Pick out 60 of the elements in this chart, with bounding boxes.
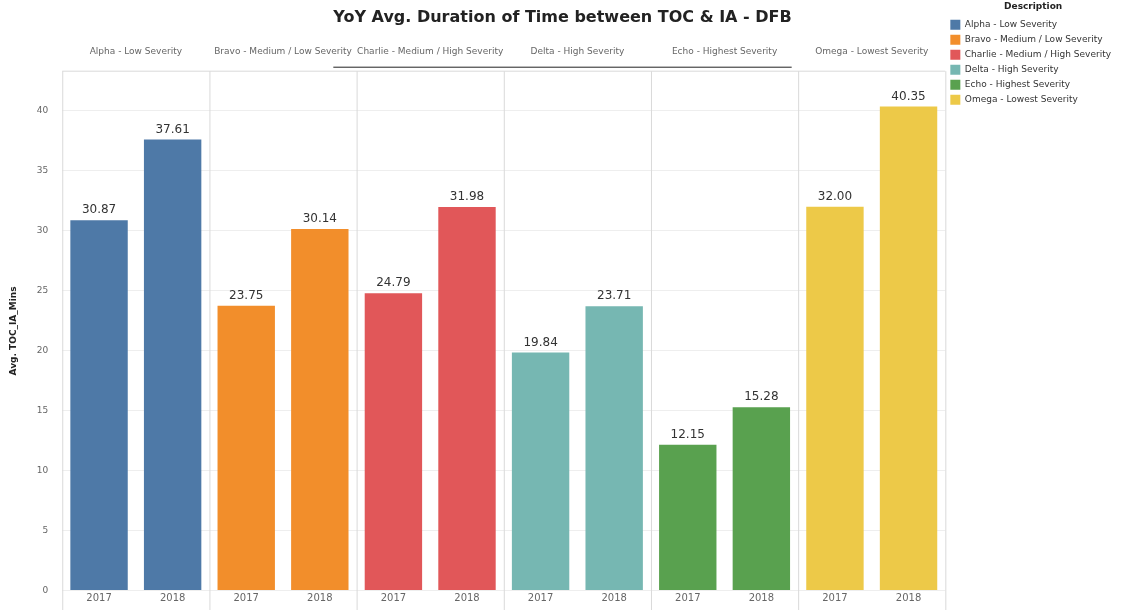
text: Omega - Lowest Severity: [815, 45, 929, 56]
x-tick-label: 2017: [527, 592, 554, 604]
y-axis-title: Avg. TOC_IA_Mins: [7, 286, 18, 376]
legend-label: Charlie - Medium / High Severity: [964, 49, 1112, 60]
bar: [879, 106, 938, 591]
data-label: 24.79: [376, 275, 411, 290]
data-label: 15.28: [744, 389, 779, 404]
y-tick-label: 10: [36, 464, 49, 475]
y-tick-label: 20: [36, 345, 49, 356]
data-label: 23.75: [229, 287, 264, 302]
bar: [732, 407, 791, 591]
y-tick-label: 40: [36, 105, 49, 116]
data-label: 19.84: [523, 334, 558, 349]
y-tick-label: 25: [36, 285, 49, 296]
bar: [438, 206, 496, 591]
text: Delta - High Severity: [530, 45, 625, 56]
bar: [585, 306, 643, 591]
data-label: 30.87: [81, 202, 117, 217]
x-tick-label: 2018: [307, 592, 333, 604]
data-label: 40.35: [891, 88, 926, 103]
bar: [291, 229, 349, 591]
data-label: 31.98: [449, 189, 485, 204]
x-tick-label: 2017: [380, 592, 407, 604]
x-tick-label: 2017: [675, 592, 701, 604]
legend-label: Omega - Lowest Severity: [964, 94, 1079, 105]
bar: [806, 206, 864, 591]
text: Echo - Highest Severity: [671, 45, 778, 56]
x-tick-label: 2018: [748, 592, 775, 604]
y-tick-label: 35: [36, 165, 49, 176]
bar: [70, 220, 128, 591]
x-tick-label: 2017: [86, 592, 112, 604]
x-tick-label: 2018: [159, 592, 186, 604]
data-label: 12.15: [670, 426, 705, 441]
x-tick-label: 2017: [233, 592, 259, 604]
data-label: 30.14: [302, 211, 337, 226]
bar: [659, 444, 717, 591]
y-tick-label: 0: [42, 584, 49, 595]
legend-label: Echo - Highest Severity: [964, 79, 1071, 90]
legend-label: Alpha - Low Severity: [964, 19, 1058, 30]
bar: [364, 293, 423, 591]
text: Bravo - Medium / Low Severity: [214, 45, 352, 56]
bar: [143, 139, 202, 591]
text: Alpha - Low Severity: [89, 45, 182, 56]
chart-title: YoY Avg. Duration of Time between TOC & IA - DFB: [332, 6, 792, 26]
x-tick-label: 2018: [601, 592, 627, 604]
y-tick-label: 5: [42, 524, 49, 535]
bar: [217, 305, 275, 591]
data-label: 32.00: [817, 188, 853, 203]
legend-title: Description: [1004, 0, 1063, 11]
text: Charlie - Medium / High Severity: [357, 45, 504, 56]
data-label: 23.71: [597, 288, 632, 303]
bar: [511, 352, 570, 591]
legend-label: Delta - High Severity: [964, 64, 1060, 75]
y-tick-label: 15: [36, 405, 49, 416]
x-tick-label: 2017: [822, 592, 848, 604]
x-tick-label: 2018: [895, 592, 922, 604]
x-tick-label: 2018: [454, 592, 480, 604]
y-tick-label: 30: [36, 225, 49, 236]
data-label: 37.61: [155, 121, 190, 136]
legend-label: Bravo - Medium / Low Severity: [964, 34, 1104, 45]
